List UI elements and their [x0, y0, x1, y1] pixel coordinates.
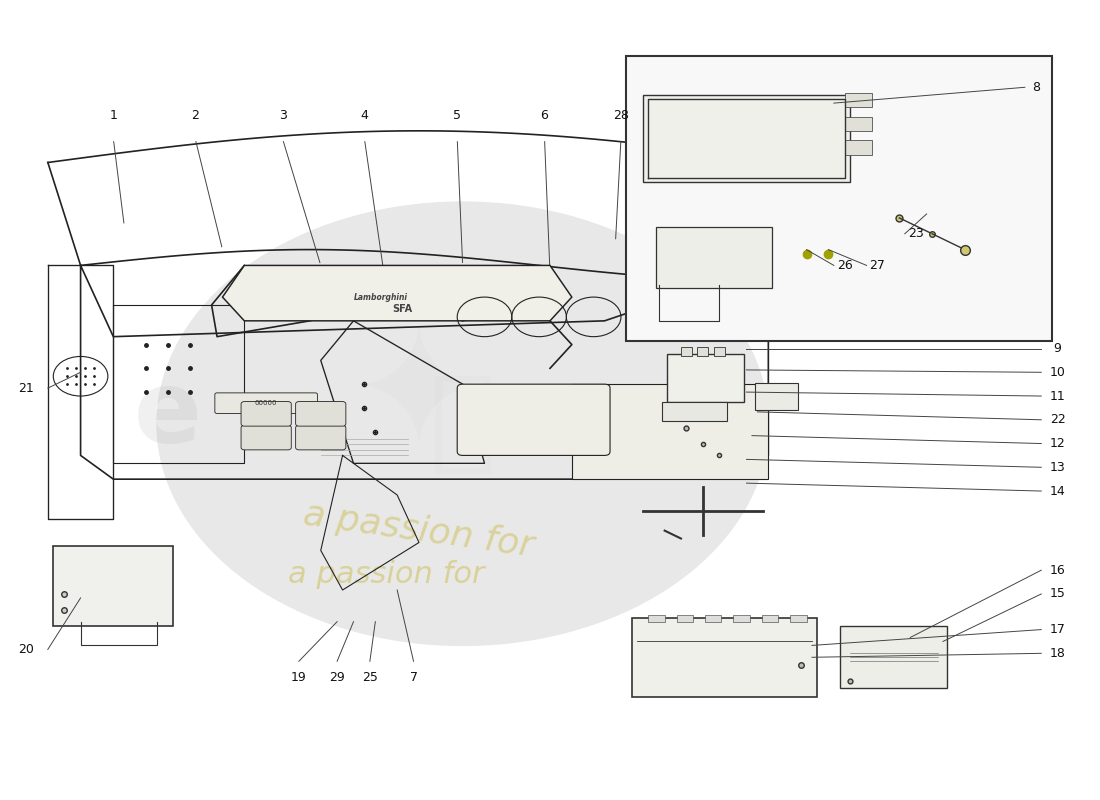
FancyBboxPatch shape [458, 384, 610, 455]
FancyBboxPatch shape [241, 426, 292, 450]
Bar [845, 117, 872, 131]
Text: 17: 17 [1049, 623, 1066, 636]
Bar [705, 615, 722, 622]
Bar [676, 615, 693, 622]
FancyBboxPatch shape [662, 402, 727, 422]
FancyBboxPatch shape [241, 402, 292, 426]
Text: 5: 5 [453, 109, 461, 122]
Text: 28: 28 [613, 109, 629, 122]
Text: 19: 19 [292, 670, 307, 683]
Text: a passion for: a passion for [301, 498, 537, 564]
Text: 29: 29 [329, 670, 345, 683]
Text: 10: 10 [1049, 366, 1066, 378]
FancyBboxPatch shape [626, 56, 1053, 341]
Text: 4: 4 [361, 109, 368, 122]
Text: 27: 27 [870, 259, 886, 272]
Text: 2: 2 [191, 109, 199, 122]
Text: 9: 9 [1054, 342, 1062, 355]
Text: 14: 14 [1049, 485, 1066, 498]
Polygon shape [222, 266, 572, 321]
Text: 13: 13 [1049, 461, 1066, 474]
Text: 🐂: 🐂 [429, 370, 496, 478]
Bar [648, 615, 664, 622]
Text: 18: 18 [1049, 647, 1066, 660]
Text: 3: 3 [278, 109, 286, 122]
Text: 23: 23 [908, 227, 924, 240]
Text: 7: 7 [409, 670, 418, 683]
Text: SFA: SFA [393, 304, 412, 314]
Text: Lamborghini: Lamborghini [354, 293, 408, 302]
Text: 16: 16 [1049, 564, 1066, 577]
FancyBboxPatch shape [840, 626, 947, 688]
Text: 22: 22 [1049, 414, 1066, 426]
Circle shape [157, 202, 768, 646]
Text: 6: 6 [540, 109, 549, 122]
FancyBboxPatch shape [656, 227, 771, 287]
Bar [790, 615, 806, 622]
Bar [845, 140, 872, 154]
Bar [681, 347, 692, 357]
Text: 8: 8 [1032, 81, 1040, 94]
Bar [845, 93, 872, 107]
FancyBboxPatch shape [642, 95, 850, 182]
Bar [697, 347, 708, 357]
FancyBboxPatch shape [667, 354, 745, 402]
Text: 20: 20 [18, 643, 34, 656]
FancyBboxPatch shape [296, 426, 345, 450]
Polygon shape [572, 384, 768, 479]
Text: a passion for: a passion for [288, 560, 484, 589]
Bar [762, 615, 778, 622]
FancyBboxPatch shape [214, 393, 318, 414]
FancyBboxPatch shape [296, 402, 345, 426]
Bar [734, 615, 750, 622]
Text: e: e [134, 367, 202, 464]
Text: ✦: ✦ [349, 318, 488, 482]
Text: 12: 12 [1049, 437, 1066, 450]
FancyBboxPatch shape [631, 618, 817, 697]
Text: 1: 1 [109, 109, 118, 122]
Text: 26: 26 [837, 259, 852, 272]
Text: 11: 11 [1049, 390, 1066, 402]
Text: 00000: 00000 [255, 400, 277, 406]
Text: 21: 21 [18, 382, 34, 394]
FancyBboxPatch shape [756, 382, 798, 410]
Text: 15: 15 [1049, 587, 1066, 601]
Bar [714, 347, 725, 357]
Text: 25: 25 [362, 670, 377, 683]
FancyBboxPatch shape [53, 546, 174, 626]
